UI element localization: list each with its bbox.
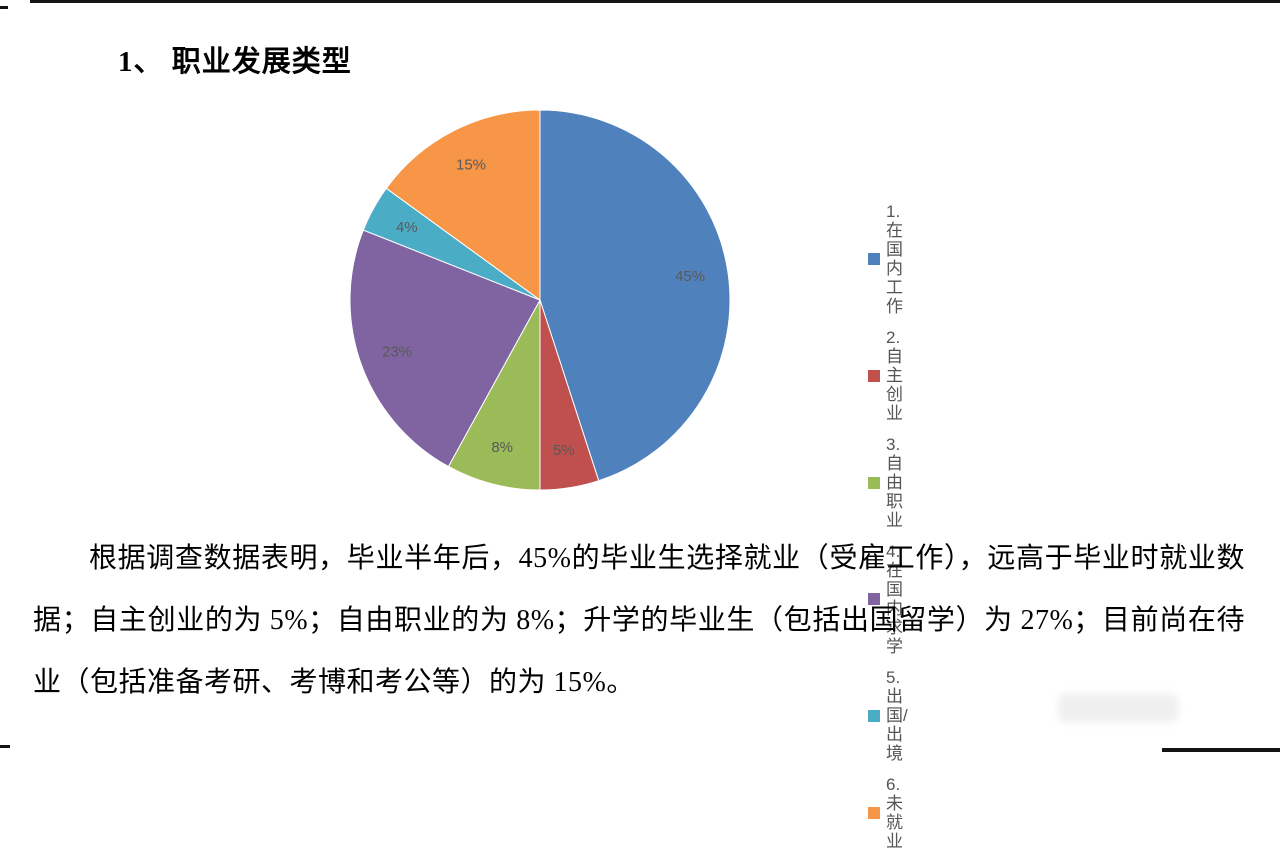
pie-slice-4.在国内求学 <box>349 229 541 468</box>
legend-label: 4.在国内求学 <box>886 542 903 656</box>
page-corner-mark-bottom-right <box>1162 748 1280 752</box>
pie-chart-svg: 45% 5% 8% 23% 4% 15% <box>349 109 731 491</box>
legend-item: 6.未就业 <box>868 775 908 851</box>
pie-slice-6.未就业 <box>385 109 541 301</box>
legend-swatch-icon <box>868 369 880 382</box>
chart-legend: 1.在国内工作 2.自主创业 3.自由职业 4.在国内求学 5.出国/出境 6.未就业 <box>868 202 908 851</box>
pie-slice-label: 23% <box>382 344 412 361</box>
pie-slice-3.自由职业 <box>447 299 541 491</box>
legend-swatch-icon <box>868 593 880 605</box>
page-corner-mark-bottom-left <box>0 745 10 748</box>
pie-slice-label: 45% <box>675 268 705 285</box>
section-heading: 1、 职业发展类型 <box>118 46 352 78</box>
pie-slice-label: 15% <box>456 157 486 174</box>
legend-swatch-icon <box>868 476 880 489</box>
pie-slice-1.在国内工作 <box>539 109 731 482</box>
legend-item: 2.自主创业 <box>868 328 908 423</box>
body-paragraph: 根据调查数据表明，毕业半年后，45%的毕业生选择就业（受雇工作），远高于毕业时就… <box>33 543 1245 698</box>
watermark <box>1058 694 1178 722</box>
legend-item: 4.在国内求学 <box>868 542 908 656</box>
legend-swatch-icon <box>868 253 880 265</box>
pie-slice-label: 5% <box>553 442 575 459</box>
legend-label: 3.自由职业 <box>886 435 903 530</box>
pie-slice-label: 8% <box>491 439 513 456</box>
legend-label: 6.未就业 <box>886 775 903 851</box>
pie-slice-label: 4% <box>396 219 418 236</box>
page-corner-mark-top-left <box>0 6 8 9</box>
page-top-border <box>30 0 1280 3</box>
legend-item: 3.自由职业 <box>868 435 908 530</box>
legend-swatch-icon <box>868 807 880 819</box>
legend-label: 2.自主创业 <box>886 328 903 423</box>
legend-item: 1.在国内工作 <box>868 202 908 316</box>
legend-label: 1.在国内工作 <box>886 202 903 316</box>
legend-swatch-icon <box>868 709 880 722</box>
